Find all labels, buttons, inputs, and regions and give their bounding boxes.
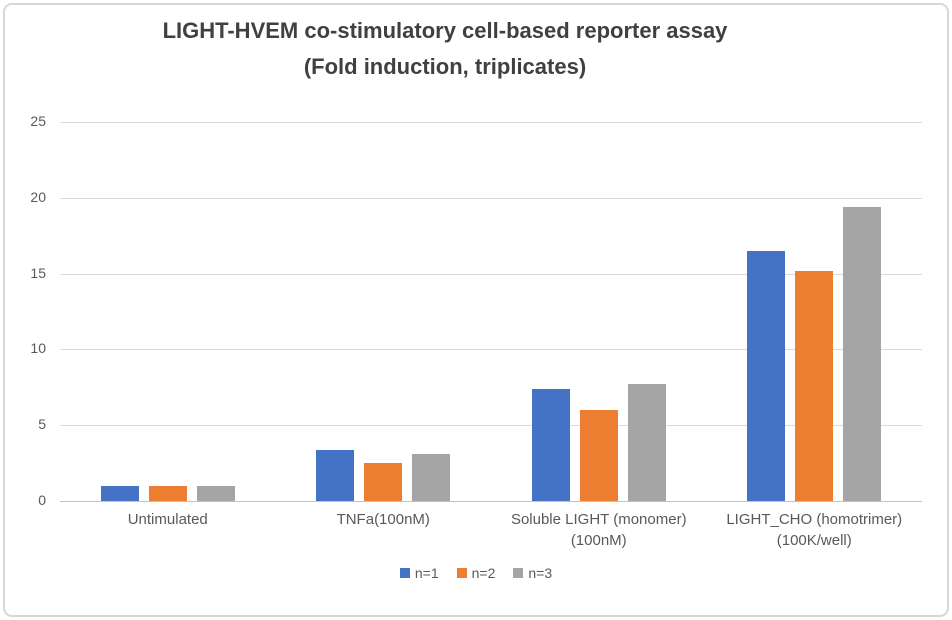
legend-item: n=2 [456,565,496,581]
legend-label: n=1 [414,565,439,581]
y-axis-tick-label: 5 [38,416,46,433]
bar-n=2 [148,485,187,501]
legend-swatch [456,568,467,578]
gridline [60,349,922,351]
category-label: Soluble LIGHT (monomer) (100nM) [491,509,707,551]
legend-swatch [399,568,410,578]
category-label-line: LIGHT_CHO (homotrimer) [726,511,903,528]
bar-group [707,122,923,501]
chart-title: LIGHT-HVEM co-stimulatory cell-based rep… [162,18,728,43]
category-labels: Untimulated TNFa(100nM) Soluble LIGHT (mon… [60,509,922,551]
legend-label: n=3 [528,565,553,581]
y-axis-tick-label: 25 [30,113,46,129]
bar-n=2 [795,270,834,501]
category-label-line: (100K/well) [776,532,852,549]
category-label: LIGHT_CHO (homotrimer) (100K/well) [707,509,923,551]
chart-title-block: LIGHT-HVEM co-stimulatory cell-based rep… [0,13,890,85]
bar-n=2 [579,410,618,501]
bar-n=3 [412,454,451,501]
legend-swatch [513,568,524,578]
legend: n=1 n=2 n=3 [0,565,952,581]
bar-group [491,122,707,501]
bar-n=1 [531,388,570,501]
x-axis-line [60,501,922,502]
category-label-line: TNFa(100nM) [336,511,430,528]
bar-n=1 [747,250,786,501]
gridline [60,197,922,199]
bar-n=3 [843,206,882,501]
gridline [60,122,922,123]
bar-groups [60,122,922,501]
bar-n=3 [627,384,666,501]
y-axis-tick-label: 20 [30,188,46,205]
bar-n=3 [196,485,235,501]
legend-item: n=1 [399,565,439,581]
y-axis-tick-label: 0 [38,492,46,508]
bar-group [276,122,492,501]
bar-group [60,122,276,501]
category-label-line: Soluble LIGHT (monomer) [510,511,687,528]
legend-item: n=3 [513,565,552,581]
y-axis-tick-label: 15 [30,264,46,281]
gridline [60,273,922,275]
category-label-line: (100nM) [570,532,627,549]
bar-n=1 [100,485,139,501]
category-label: Untimulated [60,509,276,551]
gridline [60,425,922,427]
chart-subtitle: (Fold induction, triplicates) [303,54,587,79]
plot-area [60,122,922,502]
legend-label: n=2 [471,565,496,581]
bar-n=1 [316,449,355,501]
y-axis-tick-label: 10 [30,340,46,357]
category-label-line: Untimulated [127,511,208,528]
category-label: TNFa(100nM) [276,509,492,551]
bar-n=2 [364,463,403,501]
